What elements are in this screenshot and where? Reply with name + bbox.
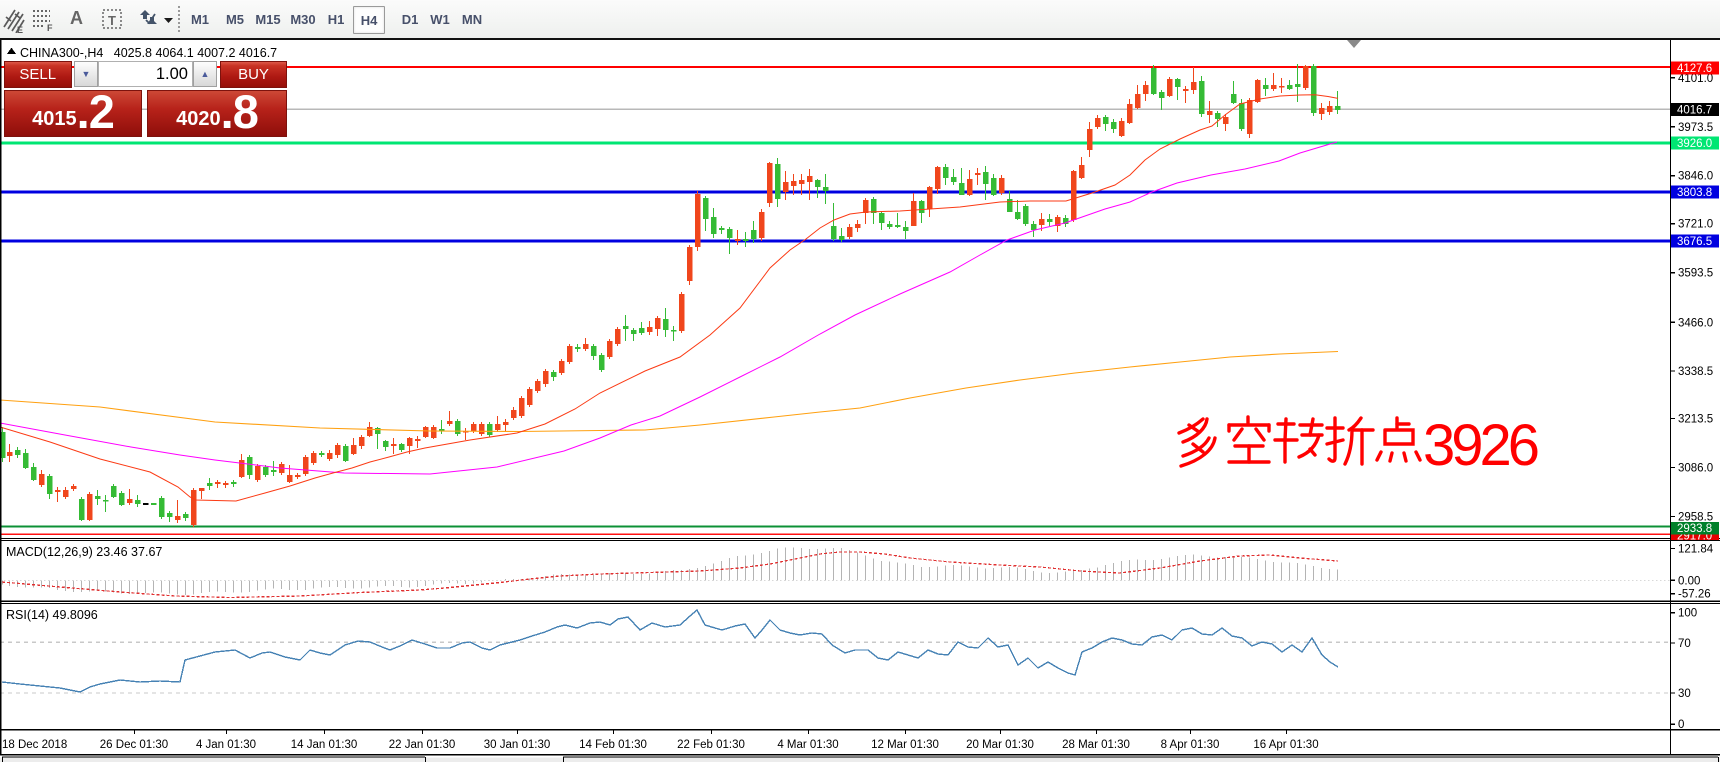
svg-text:0: 0	[1678, 719, 1684, 731]
svg-text:4 Jan 01:30: 4 Jan 01:30	[196, 739, 256, 751]
svg-text:26 Dec 01:30: 26 Dec 01:30	[100, 739, 168, 751]
svg-text:2958.5: 2958.5	[1678, 512, 1713, 524]
svg-text:3926: 3926	[1423, 413, 1538, 478]
svg-text:MACD(12,26,9) 23.46 37.67: MACD(12,26,9) 23.46 37.67	[6, 545, 162, 559]
svg-text:20 Mar 01:30: 20 Mar 01:30	[966, 739, 1034, 751]
svg-text:22 Feb 01:30: 22 Feb 01:30	[677, 739, 745, 751]
svg-text:16 Apr 01:30: 16 Apr 01:30	[1253, 739, 1318, 751]
svg-text:3846.0: 3846.0	[1678, 171, 1713, 183]
svg-text:3593.5: 3593.5	[1678, 268, 1713, 280]
svg-text:30: 30	[1678, 688, 1691, 700]
svg-text:12 Mar 01:30: 12 Mar 01:30	[871, 739, 939, 751]
svg-text:T: T	[108, 13, 116, 28]
svg-text:4127.6: 4127.6	[1677, 63, 1712, 75]
svg-text:14 Feb 01:30: 14 Feb 01:30	[579, 739, 647, 751]
svg-text:4 Mar 01:30: 4 Mar 01:30	[777, 739, 838, 751]
svg-text:4101.0: 4101.0	[1678, 73, 1713, 85]
svg-text:22 Jan 01:30: 22 Jan 01:30	[389, 739, 456, 751]
svg-text:18 Dec 2018: 18 Dec 2018	[2, 739, 67, 751]
svg-text:14 Jan 01:30: 14 Jan 01:30	[291, 739, 358, 751]
svg-text:3803.8: 3803.8	[1677, 187, 1712, 199]
svg-text:3973.5: 3973.5	[1678, 122, 1713, 134]
svg-text:8 Apr 01:30: 8 Apr 01:30	[1161, 739, 1220, 751]
svg-text:2933.8: 2933.8	[1677, 523, 1712, 535]
svg-text:3466.0: 3466.0	[1678, 317, 1713, 329]
svg-text:121.84: 121.84	[1678, 544, 1714, 556]
svg-text:3926.0: 3926.0	[1677, 138, 1712, 150]
svg-text:3086.0: 3086.0	[1678, 463, 1713, 475]
svg-text:4016.7: 4016.7	[1677, 105, 1712, 117]
svg-text:RSI(14) 49.8096: RSI(14) 49.8096	[6, 608, 98, 622]
svg-text:3676.5: 3676.5	[1677, 236, 1712, 248]
svg-text:CHINA300-,H4 4025.8 4064.1 4: CHINA300-,H4 4025.8 4064.1 4007.2 4016.7	[20, 46, 277, 60]
svg-text:100: 100	[1678, 608, 1697, 620]
svg-text:F: F	[47, 23, 53, 32]
svg-text:3721.0: 3721.0	[1678, 219, 1713, 231]
svg-text:3338.5: 3338.5	[1678, 366, 1713, 378]
svg-text:70: 70	[1678, 638, 1691, 650]
svg-text:3213.5: 3213.5	[1678, 414, 1713, 426]
svg-text:28 Mar 01:30: 28 Mar 01:30	[1062, 739, 1130, 751]
svg-text:E: E	[17, 25, 23, 33]
svg-text:30 Jan 01:30: 30 Jan 01:30	[484, 739, 551, 751]
svg-text:0.00: 0.00	[1678, 575, 1700, 587]
svg-text:-57.26: -57.26	[1678, 589, 1711, 601]
